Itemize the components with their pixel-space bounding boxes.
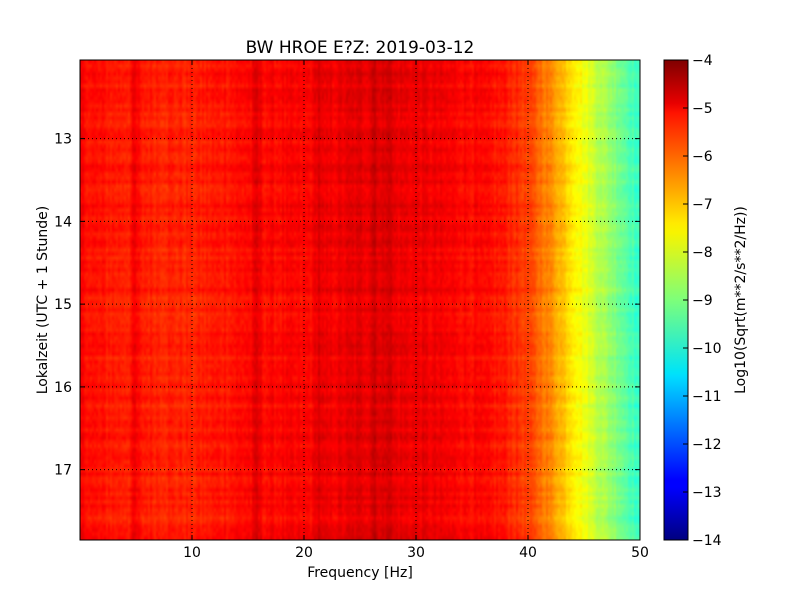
chart-title: BW HROE E?Z: 2019-03-12 [246,38,475,58]
colorbar-tick-label: −8 [692,245,713,261]
colorbar-label: Log10(Sqrt(m**2/s**2/Hz)) [733,206,749,394]
colorbar-tick-label: −11 [692,389,722,405]
y-tick-label: 16 [54,380,72,396]
colorbar-tick-label: −4 [692,53,713,69]
colorbar: −4 −5 −6 −7 −8 −9 −10 −11 −12 −13 −14 Log10(Sqrt(m… [663,53,749,549]
colorbar-tick-label: −13 [692,485,722,501]
x-tick-label: 20 [295,545,313,561]
y-tick-label: 13 [54,132,72,148]
x-tick-label: 30 [407,545,425,561]
y-tick-label: 14 [54,214,72,230]
colorbar-tick-label: −9 [692,293,713,309]
y-tick-label: 17 [54,463,72,479]
colorbar-tick-label: −10 [692,341,722,357]
y-tick-label: 15 [54,297,72,313]
spectrogram-image [80,60,640,540]
colorbar-tick-label: −7 [692,197,713,213]
x-axis-ticks: 10 20 30 40 50 [183,60,649,561]
x-tick-label: 40 [519,545,537,561]
spectrogram-heatmap [80,60,640,540]
colorbar-ticks: −4 −5 −6 −7 −8 −9 −10 −11 −12 −13 −14 [683,53,722,549]
colorbar-tick-label: −5 [692,101,713,117]
x-tick-label: 10 [183,545,201,561]
y-axis-label: Lokalzeit (UTC + 1 Stunde) [35,206,51,395]
x-axis-label: Frequency [Hz] [307,565,413,581]
plot-frame [79,59,641,541]
colorbar-tick-label: −6 [692,149,713,165]
x-tick-label: 50 [631,545,649,561]
colorbar-tick-label: −14 [692,533,722,549]
colorbar-tick-label: −12 [692,437,722,453]
y-axis-ticks: 13 14 15 16 17 [54,132,640,479]
